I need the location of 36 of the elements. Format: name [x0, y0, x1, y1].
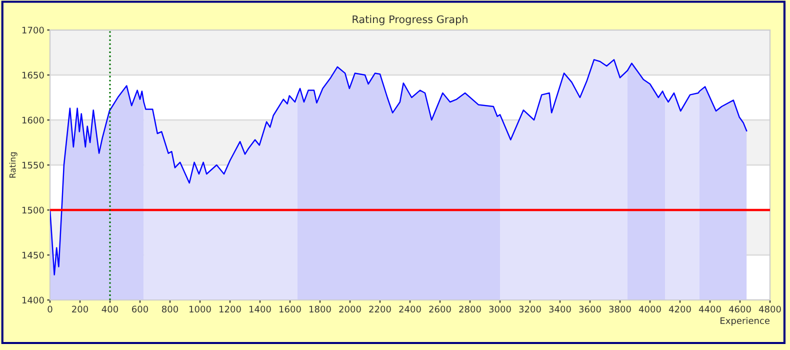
y-tick-label: 1400	[22, 296, 44, 304]
x-axis-title: Experience	[720, 317, 770, 326]
x-tick-label: 2000	[339, 306, 361, 313]
y-tick-label: 1450	[22, 252, 44, 259]
x-tick-label: 0	[48, 306, 52, 313]
x-tick-label: 4400	[698, 306, 721, 313]
y-tick-label: 1700	[22, 26, 44, 34]
x-tick-label: 4200	[668, 306, 691, 313]
x-tick-label: 3400	[549, 306, 571, 313]
y-tick-label: 1550	[22, 162, 44, 169]
x-tick-label: 600	[132, 306, 148, 313]
x-tick-label: 1600	[280, 306, 301, 313]
y-axis-title: Rating	[9, 152, 18, 178]
y-tick-label: 1650	[22, 72, 44, 79]
y-tick-label: 1600	[22, 116, 44, 124]
y-tick-label: 1500	[22, 206, 44, 214]
x-tick-label: 4000	[638, 306, 661, 313]
x-tick-label: 3200	[519, 306, 541, 313]
x-tick-label: 4800	[758, 306, 781, 313]
x-tick-label: 2200	[369, 306, 391, 313]
x-tick-label: 2400	[399, 306, 421, 313]
x-tick-label: 4600	[728, 306, 751, 313]
x-tick-label: 3800	[609, 306, 631, 313]
x-tick-label: 1800	[310, 306, 331, 313]
x-tick-label: 1200	[220, 306, 241, 313]
x-tick-label: 800	[162, 306, 178, 313]
x-tick-label: 400	[102, 306, 118, 313]
x-tick-label: 2800	[459, 306, 481, 313]
x-tick-label: 1000	[190, 306, 211, 313]
x-tick-label: 3000	[489, 306, 511, 313]
x-tick-label: 2600	[429, 306, 451, 313]
x-tick-label: 1400	[250, 306, 271, 313]
x-tick-label: 200	[72, 306, 88, 313]
chart-title: Rating Progress Graph	[352, 15, 468, 26]
x-tick-label: 3600	[579, 306, 601, 313]
line-series	[50, 59, 748, 276]
